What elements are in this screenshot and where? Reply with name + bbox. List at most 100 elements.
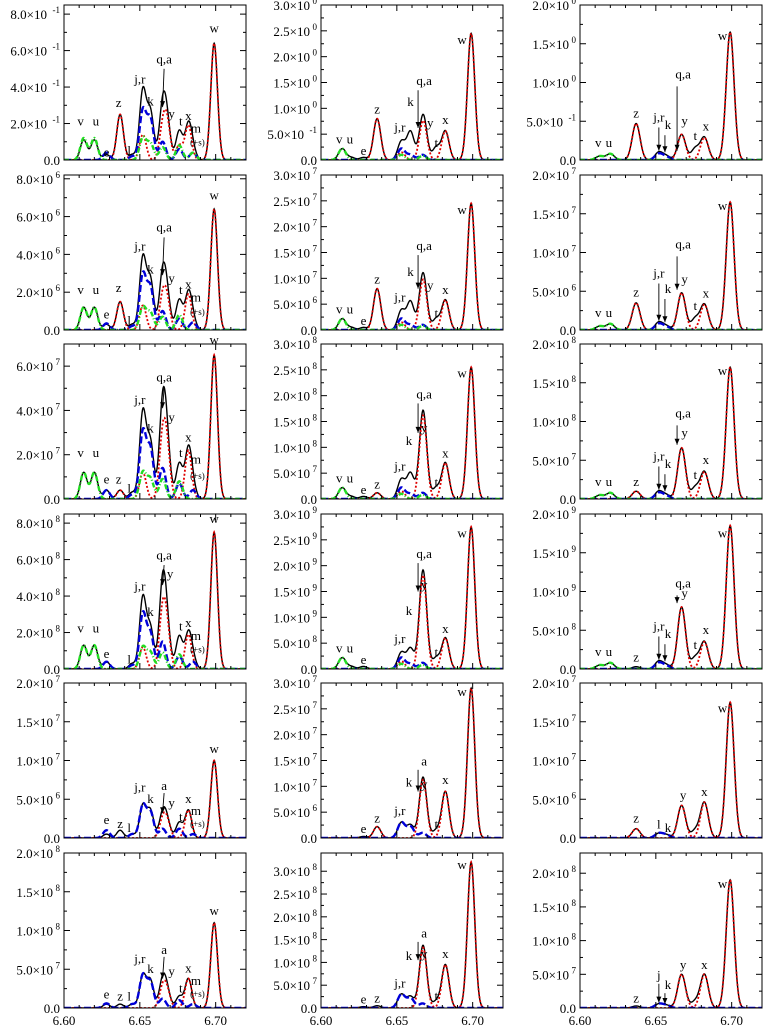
line-label: t — [179, 113, 183, 128]
series-group — [64, 529, 246, 669]
y-tick-label: 0.0 — [560, 323, 576, 338]
y-tick-label: 1.0×10 — [532, 754, 569, 769]
line-label: t — [434, 645, 438, 660]
annotation-arrowhead — [415, 121, 421, 128]
series-group — [64, 921, 246, 1008]
y-tick-exponent: 8 — [313, 908, 318, 918]
y-tick-label: 5.0×10 — [532, 284, 569, 299]
y-tick-exponent: 8 — [313, 361, 318, 371]
y-tick-label: 2.0×10 — [273, 559, 310, 574]
annotation-arrowhead — [656, 314, 662, 321]
y-tick-exponent: 0 — [313, 48, 318, 58]
y-tick-exponent: 7 — [56, 713, 61, 723]
annotation-arrowhead — [415, 282, 421, 289]
line-label: x — [185, 791, 192, 806]
annotation-arrow — [162, 68, 165, 108]
line-label: y — [421, 577, 428, 592]
line-label: j,r — [133, 239, 146, 254]
y-tick-label: 2.5×10 — [273, 363, 310, 378]
line-label: y — [168, 410, 175, 425]
series-group — [321, 860, 503, 1008]
line-label: x — [701, 957, 708, 972]
line-label: t — [179, 619, 183, 634]
y-tick-exponent: 8 — [56, 624, 61, 634]
y-tick-exponent: 8 — [313, 931, 318, 941]
line-label: y — [421, 776, 428, 791]
y-tick-label: 1.5×10 — [532, 37, 569, 52]
y-tick-exponent: 8 — [313, 862, 318, 872]
y-tick-label: 2.5×10 — [273, 887, 310, 902]
y-tick-label: 2.0×10 — [273, 910, 310, 925]
annotation-arrowhead — [160, 402, 166, 409]
line-label: j,r — [652, 448, 665, 463]
line-label: e — [361, 482, 367, 497]
line-label: x — [442, 772, 449, 787]
annotation-arrowhead — [415, 585, 421, 592]
y-tick-exponent: 9 — [313, 583, 318, 593]
panel-r3c1: 0.02.0×10 74.0×10 76.0×10 7v ue zlj,rkq,aytxm… — [16, 332, 247, 507]
line-label: q,a — [416, 546, 432, 561]
line-label: q,a — [675, 576, 691, 591]
line-label: z — [116, 95, 122, 110]
line-label: w — [209, 511, 219, 526]
y-tick-label: 0.0 — [560, 662, 576, 677]
line-label: j,r — [133, 71, 146, 86]
line-label: k — [407, 94, 414, 109]
line-label: j,r — [393, 975, 406, 990]
line-label: z — [633, 474, 639, 489]
y-tick-label: 1.0×10 — [16, 924, 53, 939]
y-tick-label: 2.0×10 — [10, 117, 47, 132]
y-tick-exponent: 7 — [56, 674, 61, 684]
y-tick-label: 1.5×10 — [273, 585, 310, 600]
y-tick-label: 1.5×10 — [16, 715, 53, 730]
line-label: u — [93, 621, 100, 636]
series-red-line — [580, 878, 762, 1008]
y-tick-exponent: 6 — [313, 803, 318, 813]
y-tick-label: 2.0×10 — [273, 389, 310, 404]
line-label: x — [703, 622, 710, 637]
line-label: u — [606, 305, 613, 320]
line-label: w — [718, 525, 728, 540]
y-tick-label: 0.0 — [44, 153, 60, 168]
line-label: k — [147, 261, 154, 276]
line-label: t — [179, 282, 183, 297]
y-tick-label: 4.0×10 — [10, 80, 47, 95]
y-tick-label: 4.0×10 — [16, 589, 53, 604]
line-label: e — [104, 307, 110, 322]
y-tick-label: 5.0×10 — [532, 792, 569, 807]
y-tick-exponent: 9 — [313, 531, 318, 541]
y-tick-label: 5.0×10 — [273, 466, 310, 481]
line-label: e — [361, 313, 367, 328]
y-tick-exponent: 8 — [572, 335, 577, 345]
panel-r3c2: 0.05.0×10 71.0×10 81.5×10 82.0×10 82.5×10 83.… — [273, 335, 504, 507]
line-label: l — [127, 480, 131, 495]
y-tick-label: 5.0×10 — [273, 297, 310, 312]
y-tick-label: 2.0×10 — [16, 448, 53, 463]
annotation-arrowhead — [674, 283, 680, 290]
y-tick-exponent: 0 — [572, 0, 577, 6]
line-label: y — [681, 586, 688, 601]
line-label: v — [595, 135, 602, 150]
y-tick-exponent: 7 — [572, 965, 577, 975]
annotation-arrowhead — [662, 485, 668, 492]
x-tick-label: 6.65 — [644, 1013, 667, 1028]
line-label: v — [77, 113, 84, 128]
line-label: v — [336, 131, 343, 146]
line-label: k — [147, 421, 154, 436]
line-label: v — [77, 621, 84, 636]
annotation-arrow — [162, 237, 165, 276]
line-label: y — [167, 566, 174, 581]
line-label: k — [407, 264, 414, 279]
y-tick-exponent: 7 — [572, 451, 577, 461]
y-tick-label: 1.0×10 — [273, 779, 310, 794]
line-label: t — [179, 809, 183, 824]
annotation-arrowhead — [662, 316, 668, 323]
line-label: e — [361, 143, 367, 158]
line-label: v — [336, 470, 343, 485]
line-label: z — [117, 988, 123, 1003]
series-red-line — [64, 759, 246, 838]
y-tick-label: 1.5×10 — [273, 415, 310, 430]
series-group — [64, 206, 246, 330]
series-green-line — [580, 322, 762, 330]
y-tick-exponent: 9 — [572, 583, 577, 593]
